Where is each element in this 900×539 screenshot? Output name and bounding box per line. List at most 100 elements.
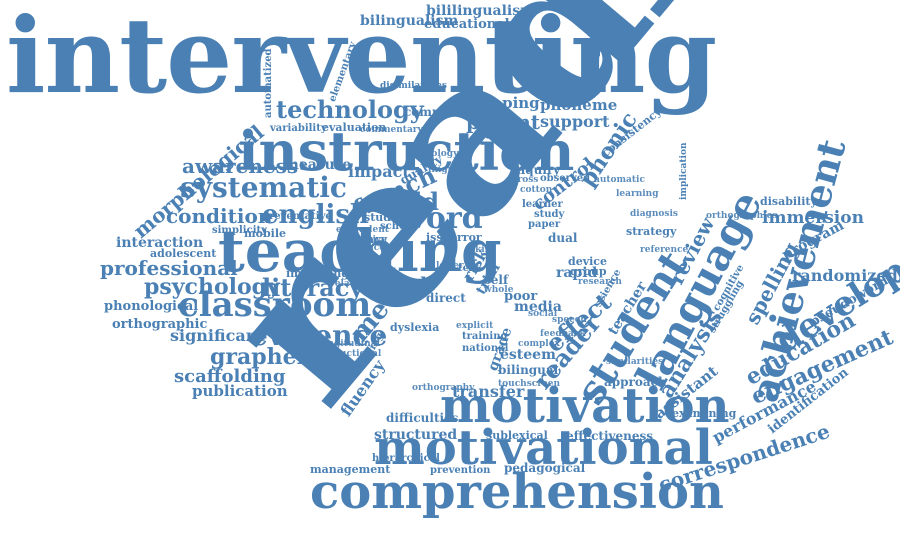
word-bilingualism: bilingualism [360,13,459,29]
word-measure: measure [284,157,352,173]
word-preventative: preventative [262,211,332,222]
word-relationship: relationship [330,279,392,289]
word-mapping: mapping [466,94,540,112]
word-simplicity: simplicity [212,225,267,236]
word-sentence: sentence [340,243,385,253]
word-phonology: phonology [406,149,459,159]
word-media: media [514,299,562,315]
word-difficulties: difficulties [386,411,459,425]
word-evidence: evidence [250,319,388,352]
word-skill: skill [470,245,492,255]
word-automatic: automatic [594,175,645,185]
word-direct: direct [426,291,466,305]
word-effectiveness: effectiveness [566,429,654,443]
word-rapid: rapid [556,265,598,281]
word-group: group [570,265,607,278]
word-orthography: orthography [412,383,475,393]
word-variability: variability [270,123,327,134]
word-technology: technology [276,95,424,124]
word-classroom: classroom [178,285,372,325]
word-motivation: motivation [440,378,730,434]
word-esteem: esteem [500,347,556,363]
word-research: research [578,277,622,287]
word-learner: learner [522,199,563,210]
word-sublexical: sublexical [486,429,548,442]
word-prevention: prevention [430,465,491,476]
word-bililingualism: bililingualism [426,3,535,19]
word-literacy: literacy [262,273,364,302]
word-learning: learning [616,189,659,199]
word-orthographic: orthographic [112,317,208,332]
word-automatized: automatized [263,48,274,118]
word-diagnosis: diagnosis [630,209,678,219]
word-hierarchical: hierarchical [372,453,440,464]
word-motivational: motivational [374,420,713,476]
word-instructional: instructional [316,349,382,359]
word-efficacy: efficacy [340,233,388,246]
word-device: device [568,255,607,268]
word-whole: whole [484,285,514,295]
word-linguistic: linguistic [428,165,476,175]
word-studies: studies [364,211,409,224]
word-interventing: interventing [6,0,717,117]
word-randomized: randomized [792,266,898,285]
word-comprehension: comprehension [310,464,724,520]
word-systematic: systematic [180,171,347,204]
word-study: study [534,209,565,220]
word-structured: structured [374,427,458,443]
word-educational: educational [424,17,510,32]
word-self: self [484,273,509,287]
word-parent: parent [466,110,540,134]
word-immersion: immersion [762,208,864,228]
word-scaffolding: scaffolding [174,366,286,387]
word-observed: observed [540,173,591,184]
word-transfer: transfer [452,382,525,401]
word-text: text [458,263,480,274]
word-similarities: similarities [606,357,664,367]
word-paper: paper [528,219,561,230]
word-orthographies: orthographies [706,211,778,221]
word-error: error [450,231,482,244]
word-national: national [462,343,509,354]
word-school: school [380,221,417,232]
word-publication: publication [192,382,288,400]
word-examining: examining [672,407,737,420]
word-explicit: explicit [456,321,494,331]
word-bilingual: bilingual [498,363,559,377]
word-child: child [372,187,440,216]
word-psychology: psychology [144,274,280,300]
word-lower: lower [436,261,464,271]
word-commentary: commentary [360,125,423,135]
word-feedback: feedback [540,329,586,339]
word-impact: impact [348,162,410,181]
word-longitudinal: longitudinal [318,339,380,349]
word-effective: effective [344,235,387,245]
word-poor: poor [504,289,538,304]
word-cotton: cotton [520,185,553,195]
word-dual: dual [548,231,578,245]
word-cross: cross [512,175,539,185]
word-touchscreen: touchscreen [498,379,561,389]
word-result: result [376,274,436,295]
word-dyslexia: dyslexia [390,321,440,334]
word-morphology: morphology [585,0,601,88]
word-implication: implication [679,142,689,200]
word-phonological: phonological [104,299,199,314]
word-speech: speech [552,315,587,325]
word-social: social [528,309,558,319]
word-improving: improving [286,267,349,280]
word-complex: complex [518,339,560,349]
word-equivalent: equivalent [336,225,389,235]
word-evaluation: evaluation [322,121,387,134]
word-interaction: interaction [116,235,204,251]
word-english: english [262,200,369,230]
word-condition: condition [166,204,273,228]
word-inquiry: inquiry [512,163,561,177]
word-grapheme: grapheme [210,344,334,370]
word-mobile: mobile [244,227,287,240]
word-disability: disability [760,195,817,208]
word-phoneme: phoneme [540,96,618,114]
word-approach: approach [604,375,667,389]
word-management: management [310,463,391,476]
